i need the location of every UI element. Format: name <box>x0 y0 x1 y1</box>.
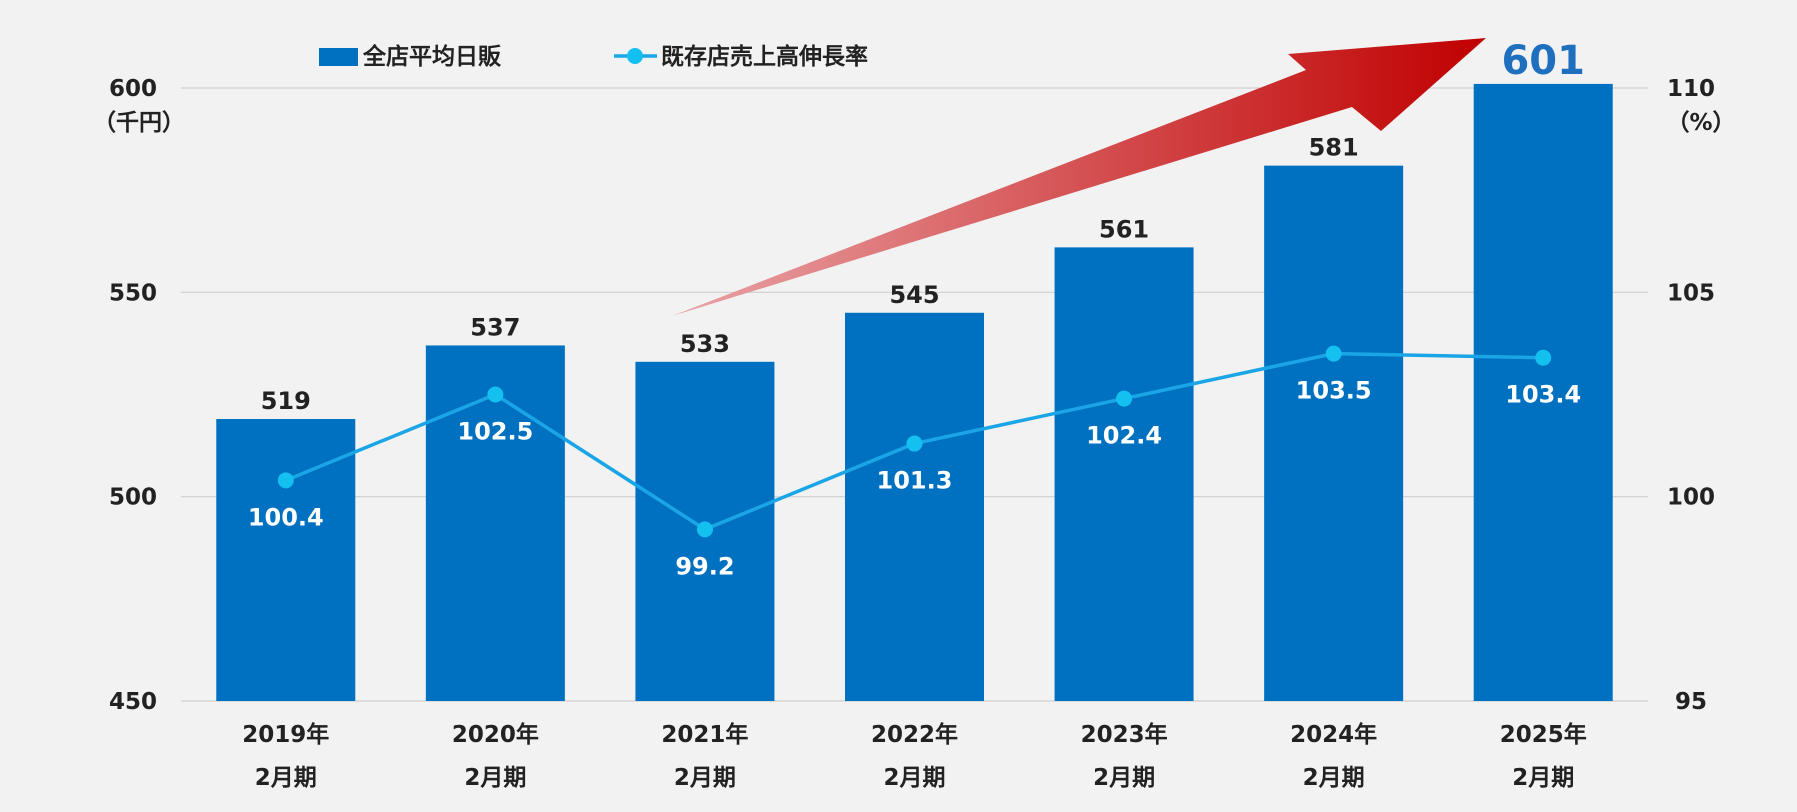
axis-layer: 450 500 550 600 （千円） 95 100 105 110 （%） 2019年 2月期 20… <box>93 76 1736 791</box>
bar <box>1054 247 1194 701</box>
x-axis-tick-label: 2月期 <box>674 765 736 791</box>
bar-data-label: 533 <box>680 330 730 358</box>
x-axis-tick-label: 2月期 <box>1512 765 1574 791</box>
x-axis-tick-label: 2月期 <box>255 765 317 791</box>
right-axis-unit: （%） <box>1666 109 1735 136</box>
x-axis-tick-label: 2023年 <box>1081 721 1168 748</box>
left-axis-tick: 600 <box>109 76 157 102</box>
left-axis-tick: 550 <box>109 280 157 306</box>
bar <box>845 312 984 701</box>
bar-data-label: 545 <box>889 281 939 309</box>
right-axis-tick: 100 <box>1667 485 1715 511</box>
x-axis-tick-label: 2024年 <box>1290 721 1377 748</box>
right-axis-tick: 95 <box>1675 689 1707 715</box>
label-layer: 519 537 533 545 561 581 601 100.4 102.5 99.2 101.3… <box>248 38 1585 580</box>
right-axis-tick: 105 <box>1667 280 1715 306</box>
x-axis-tick-label: 2020年 <box>452 721 539 748</box>
x-axis-tick-label: 2025年 <box>1500 721 1587 748</box>
line-data-label: 100.4 <box>248 503 324 531</box>
x-axis-tick-label: 2022年 <box>871 721 958 748</box>
bar <box>425 345 565 701</box>
growth-arrow-icon <box>672 38 1486 316</box>
x-axis-tick-label: 2月期 <box>1303 765 1365 791</box>
line-data-label: 101.3 <box>877 467 953 495</box>
legend-bar-swatch <box>319 48 358 66</box>
line-point <box>1116 390 1133 407</box>
legend-line-label: 既存店売上高伸長率 <box>661 43 868 70</box>
x-axis-tick-label: 2019年 <box>242 721 329 748</box>
line-point <box>696 521 713 538</box>
legend-layer: 全店平均日販 既存店売上高伸長率 <box>319 43 868 70</box>
arrow-layer <box>672 38 1486 316</box>
line-point <box>487 386 504 403</box>
line-point <box>1535 349 1552 366</box>
line-point <box>277 472 294 489</box>
bar <box>216 419 356 701</box>
line-data-label: 103.5 <box>1296 377 1372 405</box>
left-axis-tick: 450 <box>109 689 157 715</box>
bar-data-label: 537 <box>470 313 520 341</box>
right-axis-tick: 110 <box>1667 76 1715 102</box>
x-axis-tick-label: 2月期 <box>883 765 945 791</box>
line-point <box>1325 345 1342 362</box>
line-data-label: 102.4 <box>1086 422 1162 450</box>
legend-bar-label: 全店平均日販 <box>362 43 502 70</box>
line-data-label: 103.4 <box>1505 381 1581 409</box>
x-axis-tick-label: 2月期 <box>1093 765 1155 791</box>
bar-layer <box>216 83 1613 701</box>
line-data-label: 99.2 <box>675 552 734 580</box>
left-axis-tick: 500 <box>109 485 157 511</box>
line-layer <box>277 345 1552 538</box>
bar-data-label: 581 <box>1309 134 1359 162</box>
line-point <box>906 435 923 452</box>
line-data-label: 102.5 <box>457 418 533 446</box>
legend-line-marker <box>627 48 643 64</box>
x-axis-tick-label: 2021年 <box>661 721 748 748</box>
bar-data-label: 561 <box>1099 215 1149 243</box>
left-axis-unit: （千円） <box>93 109 185 136</box>
bar-data-label: 519 <box>261 387 311 415</box>
bar <box>1473 83 1613 701</box>
x-axis-tick-label: 2月期 <box>464 765 526 791</box>
bar <box>1264 165 1404 701</box>
highlight-bar-label: 601 <box>1501 38 1585 84</box>
